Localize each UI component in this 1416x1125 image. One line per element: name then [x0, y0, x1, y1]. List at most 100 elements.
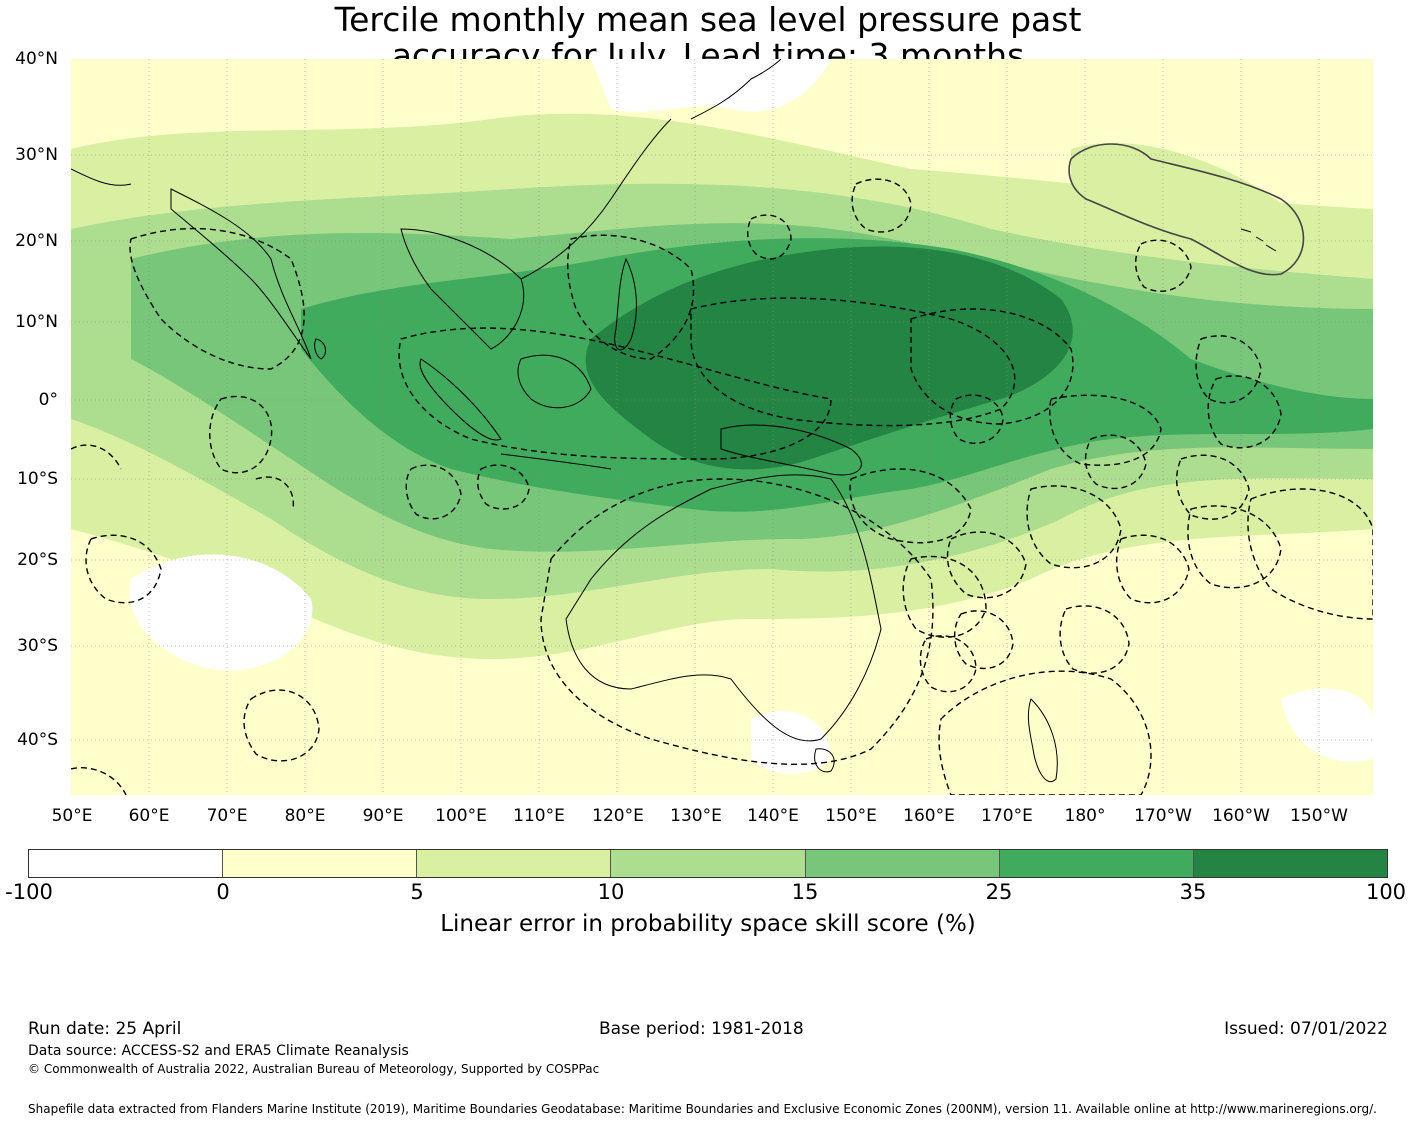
- lon-label-130e: 130°E: [670, 806, 722, 826]
- coastline-indochina: [400, 228, 525, 350]
- lon-label-120e: 120°E: [592, 806, 644, 826]
- eez-boundaries: [71, 178, 1373, 795]
- eez-indonesia: [398, 327, 832, 460]
- lon-label-160e: 160°E: [903, 806, 955, 826]
- coastline-china: [520, 118, 672, 280]
- coastline-sumatra: [419, 358, 502, 441]
- eez-new-zealand: [938, 670, 1152, 795]
- eez-cocos-islands: [477, 464, 530, 510]
- eez-phoenix-islands: [1207, 375, 1282, 449]
- coastline-india: [170, 188, 312, 360]
- lat-label-40n: 40°N: [15, 49, 58, 69]
- lat-label-10s: 10°S: [17, 469, 58, 489]
- coastline-new-zealand: [1027, 698, 1058, 782]
- lon-label-170w: 170°W: [1134, 806, 1192, 826]
- copyright: © Commonwealth of Australia 2022, Austra…: [28, 1062, 600, 1076]
- colorbar-segment-15-25: [805, 850, 1000, 877]
- colorbar-label: Linear error in probability space skill …: [440, 911, 976, 937]
- eez-tuvalu: [1084, 434, 1147, 490]
- eez-fiji: [1026, 485, 1122, 569]
- eez-lord-howe: [919, 635, 977, 693]
- eez-tonga: [1116, 534, 1190, 604]
- colorbar-tick-10: 10: [597, 880, 625, 904]
- run-date: Run date: 25 April: [28, 1019, 182, 1039]
- map-canvas: [71, 59, 1373, 795]
- colorbar-segment-neg100-0: [29, 850, 224, 877]
- eez-heard-island: [71, 767, 127, 795]
- colorbar-segment-0-5: [223, 850, 418, 877]
- negative-skill-patch-indian-ocean: [129, 554, 313, 671]
- lat-label-0: 0°: [38, 390, 58, 410]
- lat-label-30s: 30°S: [17, 636, 58, 656]
- eez-hawaii: [1068, 143, 1305, 276]
- map-title-line-1: Tercile monthly mean sea level pressure …: [334, 0, 1082, 39]
- data-source: Data source: ACCESS-S2 and ERA5 Climate …: [28, 1043, 409, 1059]
- lon-label-140e: 140°E: [747, 806, 799, 826]
- lat-label-30n: 30°N: [15, 145, 58, 165]
- eez-amsterdam-island: [243, 689, 320, 762]
- lat-label-40s: 40°S: [17, 730, 58, 750]
- lon-label-70e: 70°E: [206, 806, 248, 826]
- eez-line-islands: [1195, 335, 1262, 404]
- eez-mauritius: [85, 534, 162, 604]
- eez-mozambique-channel: [71, 444, 122, 470]
- coastline-japan: [690, 59, 782, 120]
- colorbar-segment-5-10: [417, 850, 612, 877]
- eez-marshall-islands: [910, 308, 1074, 425]
- colorbar-tick-35: 35: [1179, 880, 1207, 904]
- lat-label-20n: 20°N: [15, 231, 58, 251]
- eez-johnston-atoll: [1135, 239, 1192, 292]
- colorbar-tick-0: 0: [216, 880, 230, 904]
- eez-norfolk-island: [954, 610, 1014, 670]
- lat-label-20s: 20°S: [17, 550, 58, 570]
- graticule: [71, 59, 1373, 795]
- colorbar-tick-25: 25: [985, 880, 1013, 904]
- lon-label-170e: 170°E: [981, 806, 1033, 826]
- eez-australia: [540, 478, 934, 765]
- eez-wake-island: [851, 178, 912, 233]
- eez-india: [129, 227, 305, 370]
- eez-new-caledonia: [902, 555, 987, 638]
- eez-philippines: [567, 234, 695, 360]
- coastline-new-guinea: [720, 424, 862, 476]
- eez-french-polynesia: [1247, 488, 1373, 620]
- eez-chagos: [255, 476, 295, 510]
- coastlines: [71, 59, 1058, 782]
- negative-skill-patch-tasman: [751, 711, 831, 774]
- lat-label-10n: 10°N: [15, 312, 58, 332]
- lon-label-90e: 90°E: [362, 806, 404, 826]
- coastline-philippines: [614, 257, 637, 351]
- hawaii-islands: [1240, 228, 1277, 252]
- lon-label-100e: 100°E: [435, 806, 487, 826]
- eez-vanuatu: [946, 531, 1027, 599]
- colorbar: [28, 849, 1388, 878]
- colorbar-tick-neg100: -100: [5, 880, 53, 904]
- eez-kiribati: [1049, 394, 1162, 466]
- coastline-tasmania: [814, 748, 835, 773]
- eez-kermadec: [1059, 605, 1130, 674]
- base-period: Base period: 1981-2018: [599, 1019, 804, 1039]
- negative-skill-patch-asia: [591, 59, 831, 112]
- coastline-sri-lanka: [314, 338, 327, 360]
- lon-label-150e: 150°E: [825, 806, 877, 826]
- lon-label-110e: 110°E: [513, 806, 565, 826]
- eez-micronesia: [690, 297, 1016, 427]
- coastline-java: [500, 453, 612, 470]
- lon-label-60e: 60°E: [128, 806, 170, 826]
- lon-label-80e: 80°E: [284, 806, 326, 826]
- eez-samoa: [1175, 454, 1250, 520]
- eez-marianas: [747, 214, 792, 260]
- skill-score-map: [71, 59, 1373, 795]
- issued-date: Issued: 07/01/2022: [1224, 1019, 1388, 1039]
- skill-region-5-10-north-pacific: [1071, 142, 1308, 267]
- lon-label-160w: 160°W: [1212, 806, 1270, 826]
- eez-maldives: [209, 395, 273, 474]
- coastline-arabia: [71, 168, 132, 186]
- colorbar-segment-35-100: [1193, 850, 1387, 877]
- colorbar-segment-25-35: [999, 850, 1194, 877]
- lon-label-180: 180°: [1064, 806, 1106, 826]
- lon-label-50e: 50°E: [51, 806, 93, 826]
- colorbar-tick-5: 5: [410, 880, 424, 904]
- eez-cook-islands: [1187, 505, 1282, 589]
- eez-christmas-island: [405, 464, 462, 520]
